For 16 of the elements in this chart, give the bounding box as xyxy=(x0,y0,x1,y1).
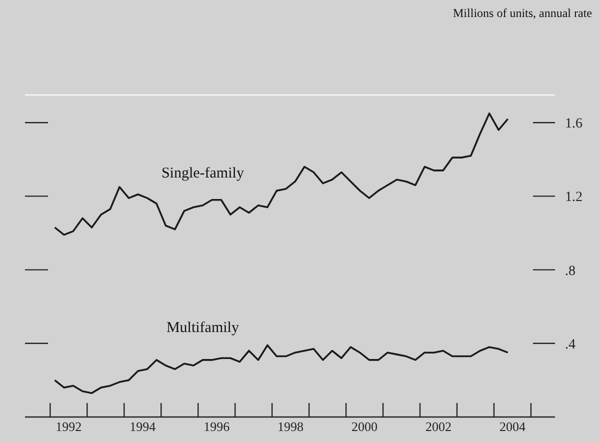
y-tick-label: .8 xyxy=(565,264,576,279)
x-tick-label: 2000 xyxy=(352,419,378,434)
line-series xyxy=(54,344,509,394)
x-tick-label: 1998 xyxy=(278,419,304,434)
y-tick-label: 1.2 xyxy=(565,190,582,206)
series-label: Multifamily xyxy=(166,320,240,336)
x-tick-label: 1996 xyxy=(204,419,230,434)
y-tick-label: .4 xyxy=(565,337,576,352)
text: Millions of units, annual rate xyxy=(453,6,592,21)
line-series xyxy=(54,112,509,236)
x-tick-label: 2004 xyxy=(499,419,526,434)
series-label: Single-family xyxy=(161,165,244,182)
x-tick-label: 2002 xyxy=(425,419,452,434)
y-tick-label: 1.6 xyxy=(565,116,582,132)
x-tick-label: 1992 xyxy=(56,419,82,434)
x-tick-label: 1994 xyxy=(130,419,156,434)
